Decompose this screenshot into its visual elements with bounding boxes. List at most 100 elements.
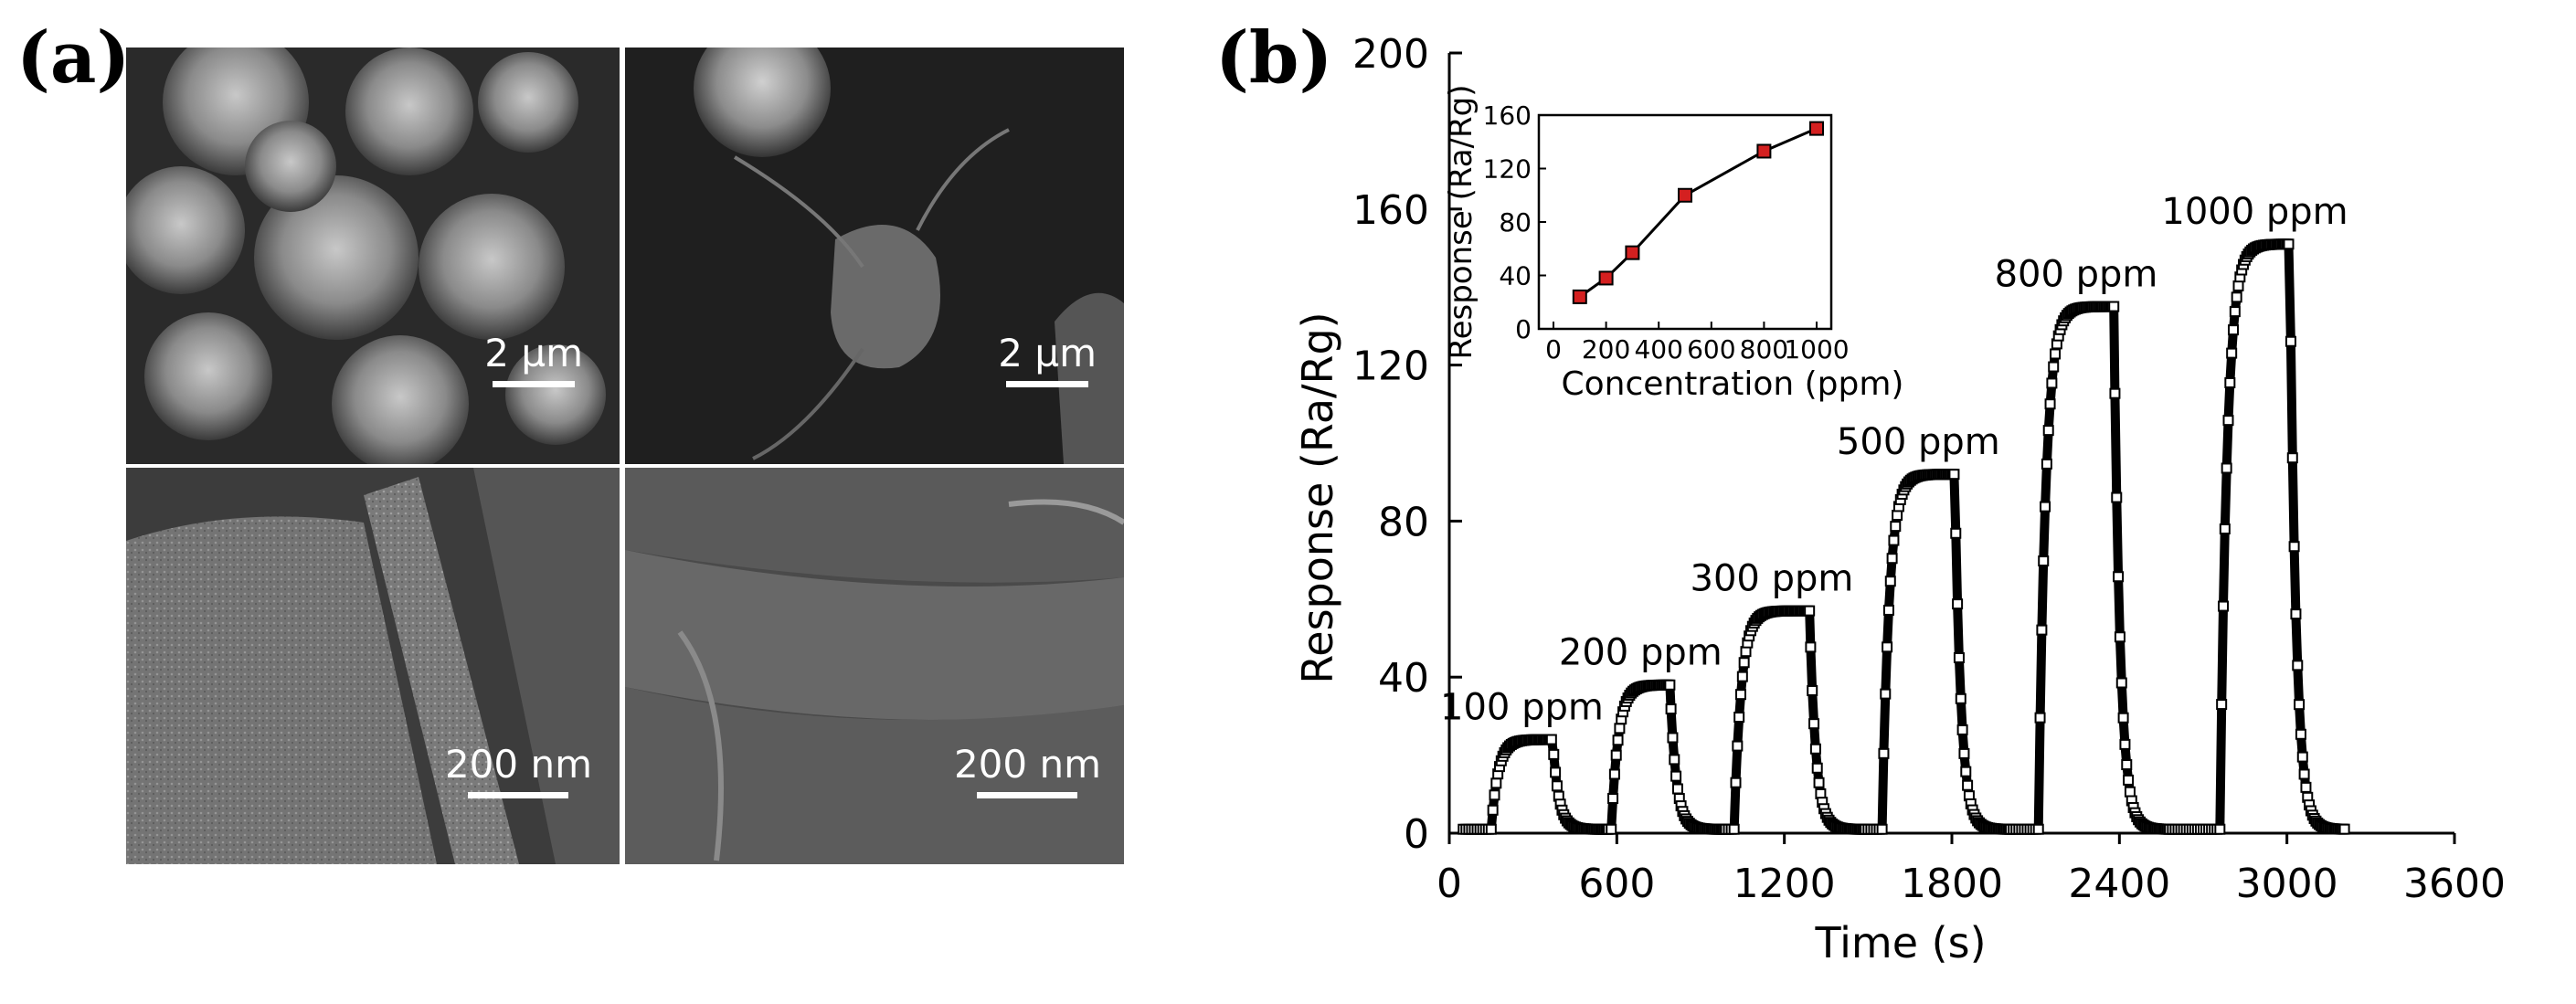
data-point — [1740, 646, 1752, 658]
pulse-label: 500 ppm — [1837, 421, 2000, 463]
data-point — [1606, 823, 1617, 835]
data-point — [1880, 688, 1892, 700]
x-tick-label: 3600 — [2403, 861, 2506, 907]
data-point — [2231, 291, 2242, 303]
inset-data-point — [1756, 143, 1772, 159]
data-point — [2111, 491, 2123, 503]
data-point — [2108, 301, 2120, 312]
data-point — [2298, 768, 2310, 780]
data-point — [1808, 718, 1820, 730]
scale-bar-label: 2 µm — [484, 331, 583, 375]
scale-bar: 200 nm — [445, 742, 592, 798]
inset-y-tick-label: 40 — [1499, 261, 1532, 291]
x-tick-label: 2400 — [2068, 861, 2170, 907]
inset-x-tick-label: 0 — [1545, 334, 1562, 365]
data-point — [2114, 631, 2125, 643]
data-point — [1882, 604, 1894, 616]
data-point — [1888, 534, 1900, 546]
data-point — [1805, 641, 1817, 653]
data-point — [2284, 335, 2296, 347]
data-point — [2232, 280, 2244, 291]
pulse-label: 100 ppm — [1440, 687, 1604, 729]
data-point — [1736, 671, 1748, 682]
data-point — [2046, 377, 2058, 389]
scale-bar: 2 µm — [998, 331, 1097, 387]
y-tick-label: 40 — [1378, 655, 1429, 702]
data-point — [2042, 425, 2054, 437]
sem-image-grid: 2 µm 2 µm — [126, 48, 1124, 866]
inset-y-tick-label: 160 — [1483, 100, 1532, 131]
data-point — [1667, 732, 1679, 744]
data-point — [1807, 684, 1818, 696]
data-point — [1669, 754, 1680, 766]
inset-y-axis-title: Response (Ra/Rg) — [1443, 84, 1479, 359]
inset-x-tick-label: 600 — [1687, 334, 1735, 365]
data-point — [2228, 324, 2239, 336]
data-point — [1671, 783, 1683, 795]
data-point — [2036, 624, 2048, 636]
sem-image-sheets-high-mag: 200 nm — [126, 468, 620, 864]
y-tick-label: 80 — [1378, 499, 1429, 545]
inset-data-point — [1678, 187, 1692, 203]
data-point — [2286, 452, 2298, 464]
inset-x-tick-label: 800 — [1740, 334, 1788, 365]
inset-frame — [1537, 113, 1833, 331]
y-tick-label: 200 — [1352, 31, 1429, 78]
data-point — [2032, 823, 2044, 835]
data-point — [2338, 823, 2350, 835]
inset-x-tick-label: 1000 — [1784, 334, 1849, 365]
pulse-label: 200 ppm — [1559, 632, 1723, 674]
data-point — [2294, 699, 2306, 711]
data-point — [2221, 462, 2232, 474]
data-point — [1950, 527, 1962, 539]
data-point — [1878, 747, 1890, 759]
response-series-line — [1461, 239, 2348, 834]
data-point — [2123, 774, 2135, 786]
data-point — [2113, 571, 2125, 583]
data-point — [1545, 734, 1557, 745]
data-point — [1551, 780, 1563, 792]
scale-bar: 2 µm — [484, 331, 583, 387]
inset-plot: 0 40 80 120 160 0 200 400 600 8001000Concentratio… — [1443, 84, 1903, 403]
data-point — [1952, 598, 1964, 610]
data-point — [2038, 555, 2050, 567]
data-point — [2041, 458, 2052, 470]
data-point — [1728, 823, 1740, 835]
data-point — [2034, 712, 2046, 724]
data-point — [1485, 823, 1497, 835]
inset-x-tick-label: 400 — [1634, 334, 1682, 365]
scale-bar-label: 200 nm — [444, 742, 592, 787]
data-point — [1489, 789, 1500, 801]
scale-bar-label: 200 nm — [953, 742, 1101, 787]
data-point — [1956, 724, 1968, 735]
y-tick-label: 160 — [1352, 187, 1429, 234]
x-tick-label: 3000 — [2236, 861, 2338, 907]
data-point — [1958, 747, 1970, 759]
inset-data-point — [1572, 289, 1587, 304]
data-point — [1738, 657, 1750, 669]
data-point — [1962, 779, 1974, 791]
data-point — [2292, 660, 2304, 671]
data-point — [1670, 770, 1682, 782]
data-point — [2040, 501, 2051, 513]
data-point — [1614, 723, 1626, 735]
scale-bar-label: 2 µm — [998, 331, 1097, 375]
inset-y-tick-label: 0 — [1515, 314, 1532, 344]
pulse-label: 1000 ppm — [2161, 191, 2348, 233]
data-point — [2044, 398, 2056, 410]
data-point — [1490, 777, 1502, 789]
data-point — [1608, 768, 1620, 780]
data-point — [1612, 735, 1624, 746]
data-point — [1953, 651, 1965, 663]
inset-data-point — [1625, 245, 1640, 260]
data-point — [1886, 553, 1898, 565]
data-point — [1960, 766, 1972, 777]
inset-data-point — [1809, 121, 1824, 136]
y-tick-label: 0 — [1404, 811, 1429, 858]
data-point — [2050, 348, 2062, 360]
x-tick-label: 0 — [1436, 861, 1462, 907]
data-point — [2290, 608, 2302, 620]
x-tick-label: 1800 — [1901, 861, 2003, 907]
data-point — [2115, 677, 2127, 689]
data-point — [1487, 804, 1499, 816]
